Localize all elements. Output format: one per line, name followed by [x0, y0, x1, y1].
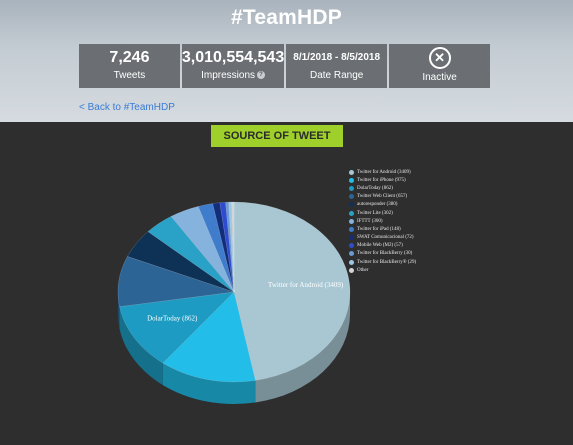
stat-status: ✕ Inactive: [389, 44, 490, 88]
legend-item[interactable]: Twitter Web Client (657): [349, 193, 459, 201]
impressions-count: 3,010,554,543: [181, 49, 285, 66]
legend-label: SWAT Comunicacional (72): [357, 235, 414, 241]
legend-swatch: [349, 226, 354, 232]
stats-bar: 7,246 Tweets 3,010,554,543 Impressions? …: [79, 44, 490, 88]
legend-item[interactable]: Twitter for iPhone (975): [349, 176, 459, 184]
legend-swatch: [349, 210, 354, 216]
legend-item[interactable]: Twitter for BlackBerry (30): [349, 250, 459, 258]
legend-swatch: [349, 259, 354, 265]
pie-slice-6[interactable]: [170, 206, 235, 293]
legend-label: IFTTT (300): [357, 218, 383, 224]
legend-swatch: [349, 243, 354, 249]
status-label: Inactive: [422, 72, 457, 83]
back-link[interactable]: < Back to #TeamHDP: [79, 102, 175, 113]
pie-slice-4[interactable]: [127, 231, 235, 293]
stat-tweets: 7,246 Tweets: [79, 44, 180, 88]
pie-slice-12[interactable]: [231, 201, 235, 293]
pie-slice-7[interactable]: [197, 203, 235, 293]
pie-slice-8[interactable]: [212, 202, 235, 293]
legend-label: Twitter for iPhone (975): [357, 177, 406, 183]
pie-slice-9[interactable]: [219, 201, 235, 293]
legend-item[interactable]: Twitter for Android (3409): [349, 168, 459, 176]
legend-item[interactable]: DolarToday (862): [349, 184, 459, 192]
impressions-label-row: Impressions?: [201, 69, 265, 83]
source-pie-chart: Twitter for Android (3409) DolarToday (86…: [117, 201, 351, 404]
legend-swatch: [349, 202, 354, 208]
impressions-label: Impressions: [201, 70, 255, 81]
legend-item[interactable]: Mobile Web (M2) (57): [349, 242, 459, 250]
pie-slice-side-0: [255, 292, 350, 403]
pie-slice-2[interactable]: [119, 291, 235, 364]
chart-legend: Twitter for Android (3409) Twitter for iP…: [349, 168, 459, 274]
help-icon[interactable]: ?: [257, 71, 265, 80]
source-of-tweet-header: SOURCE OF TWEET: [211, 125, 343, 147]
pie-slice-label-1: DolarToday (862): [147, 315, 198, 323]
legend-label: Twitter for Android (3409): [357, 169, 411, 175]
page-title: #TeamHDP: [231, 6, 342, 29]
legend-item[interactable]: Twitter for BlackBerry® (29): [349, 258, 459, 266]
legend-label: Twitter Web Client (657): [357, 194, 408, 200]
tweets-count: 7,246: [109, 49, 150, 66]
pie-slice-1[interactable]: [162, 291, 256, 383]
legend-item[interactable]: autoresponder (380): [349, 201, 459, 209]
legend-swatch: [349, 218, 354, 224]
legend-swatch: [349, 235, 354, 241]
pie-slice-side-3: [118, 292, 120, 329]
legend-swatch: [349, 194, 354, 200]
legend-label: autoresponder (380): [357, 202, 398, 208]
legend-label: Twitter for iPad (148): [357, 226, 401, 232]
legend-item[interactable]: Twitter for iPad (148): [349, 225, 459, 233]
legend-item[interactable]: Other: [349, 266, 459, 274]
pie-slice-side-2: [119, 306, 163, 386]
stat-date-range: 8/1/2018 - 8/5/2018 Date Range: [286, 44, 388, 88]
date-range-value: 8/1/2018 - 8/5/2018: [293, 52, 381, 63]
legend-swatch: [349, 251, 354, 257]
legend-label: Other: [357, 267, 369, 273]
legend-item[interactable]: Twitter Lite (302): [349, 209, 459, 217]
legend-swatch: [349, 177, 354, 183]
legend-label: Twitter Lite (302): [357, 210, 393, 216]
date-range-label: Date Range: [309, 70, 364, 81]
legend-label: DolarToday (862): [357, 185, 393, 191]
close-circle-icon: ✕: [428, 47, 451, 69]
legend-label: Twitter for BlackBerry® (29): [357, 259, 417, 265]
pie-slice-10[interactable]: [225, 201, 235, 293]
pie-slice-side-1: [162, 363, 256, 404]
header-band: #TeamHDP 7,246 Tweets 3,010,554,543 Impr…: [0, 0, 573, 122]
legend-swatch: [349, 185, 354, 191]
legend-item[interactable]: IFTTT (300): [349, 217, 459, 225]
legend-swatch: [349, 267, 354, 273]
legend-item[interactable]: SWAT Comunicacional (72): [349, 234, 459, 242]
pie-slice-5[interactable]: [147, 216, 235, 293]
pie-slice-3[interactable]: [117, 256, 235, 307]
legend-label: Twitter for BlackBerry (30): [357, 251, 413, 257]
legend-label: Mobile Web (M2) (57): [357, 243, 403, 249]
pie-slice-label-0: Twitter for Android (3409): [268, 281, 344, 289]
legend-swatch: [349, 169, 354, 175]
pie-slice-11[interactable]: [228, 201, 235, 293]
tweets-label: Tweets: [113, 70, 146, 81]
stat-impressions: 3,010,554,543 Impressions?: [181, 44, 285, 88]
pie-slice-0[interactable]: [233, 201, 351, 381]
